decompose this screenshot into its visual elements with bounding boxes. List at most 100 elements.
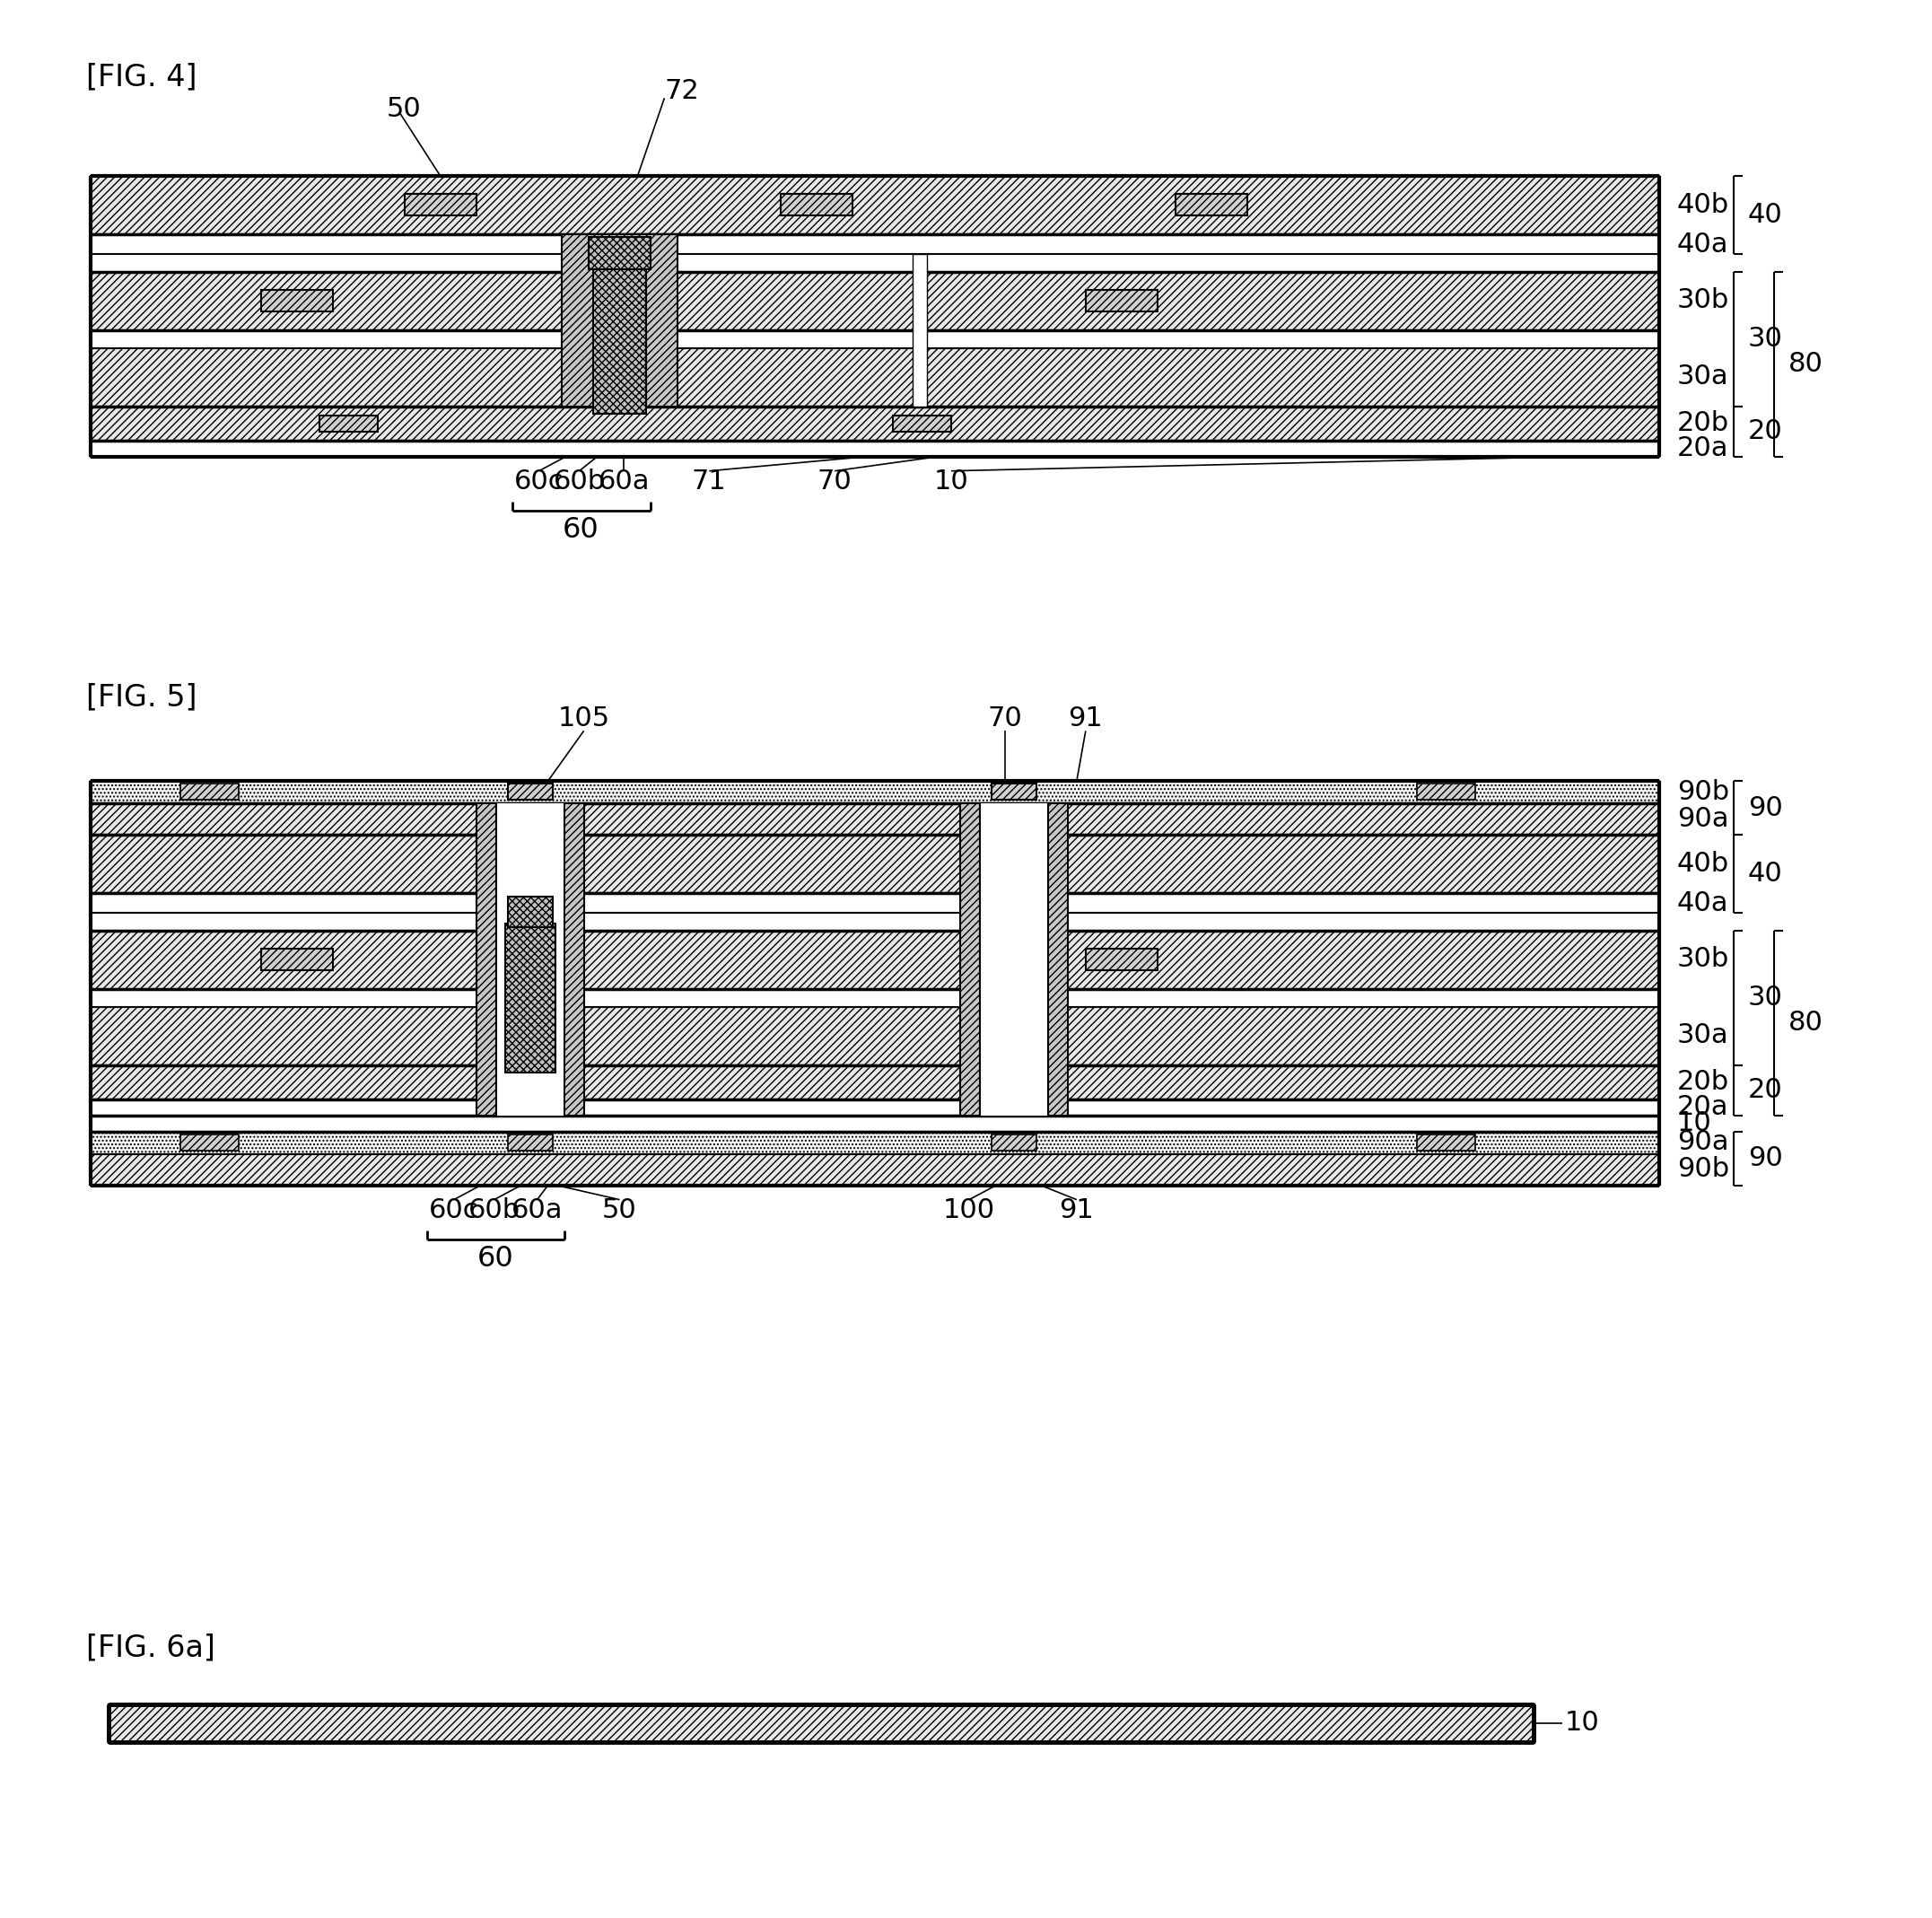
Bar <box>1047 804 1068 1116</box>
Text: 60b: 60b <box>468 1197 520 1224</box>
Text: [FIG. 4]: [FIG. 4] <box>87 61 197 92</box>
Bar <box>1086 949 1157 971</box>
Bar <box>91 1064 1660 1099</box>
Bar <box>562 234 678 407</box>
Bar <box>91 234 1660 253</box>
Text: 30a: 30a <box>1677 364 1729 389</box>
Bar <box>91 349 1660 407</box>
Text: 30: 30 <box>1748 986 1783 1011</box>
Bar <box>504 924 554 1072</box>
Bar <box>91 407 1660 441</box>
Bar <box>91 1099 1660 1116</box>
Bar <box>180 1134 240 1151</box>
Text: 91: 91 <box>1068 706 1103 731</box>
Text: 60: 60 <box>562 516 599 545</box>
Bar <box>91 1007 1660 1064</box>
Text: 40: 40 <box>1748 861 1783 886</box>
Bar <box>1418 784 1476 800</box>
Bar <box>91 176 1660 234</box>
Bar <box>893 416 951 432</box>
Bar <box>91 272 1660 330</box>
Bar <box>1418 1134 1476 1151</box>
Text: 10: 10 <box>933 468 968 495</box>
Text: 50: 50 <box>603 1197 638 1224</box>
Bar <box>1086 290 1157 311</box>
Text: 60a: 60a <box>599 468 649 495</box>
Text: 105: 105 <box>558 706 611 731</box>
Bar <box>261 290 332 311</box>
Text: 40: 40 <box>1748 201 1783 228</box>
Bar <box>91 441 1660 456</box>
Text: 20: 20 <box>1748 418 1783 445</box>
Bar <box>261 949 332 971</box>
Text: 50: 50 <box>386 96 421 123</box>
Bar <box>319 416 377 432</box>
Bar <box>475 804 497 1116</box>
Text: 60a: 60a <box>512 1197 562 1224</box>
Text: 10: 10 <box>1677 1111 1712 1137</box>
Text: 80: 80 <box>1789 351 1824 378</box>
Bar <box>91 1132 1660 1155</box>
Text: 60c: 60c <box>429 1197 479 1224</box>
Text: 100: 100 <box>943 1197 995 1224</box>
Bar <box>91 1116 1660 1132</box>
Bar <box>593 265 647 414</box>
Bar <box>980 804 1047 1116</box>
Text: 40b: 40b <box>1677 850 1729 877</box>
Text: 80: 80 <box>1789 1011 1824 1036</box>
Text: 20a: 20a <box>1677 1095 1729 1120</box>
Bar <box>508 898 553 926</box>
Bar <box>912 253 927 407</box>
Bar <box>108 1705 1534 1742</box>
Bar <box>91 990 1660 1007</box>
Text: 20: 20 <box>1748 1078 1783 1103</box>
Text: 40b: 40b <box>1677 192 1729 219</box>
Text: 30a: 30a <box>1677 1022 1729 1049</box>
Text: 40a: 40a <box>1677 890 1729 917</box>
Bar <box>1175 194 1246 215</box>
Bar <box>508 784 553 800</box>
Text: 40a: 40a <box>1677 232 1729 257</box>
Text: 90b: 90b <box>1677 1157 1729 1181</box>
Bar <box>91 834 1660 894</box>
Text: 20b: 20b <box>1677 410 1729 437</box>
Text: 30b: 30b <box>1677 288 1729 315</box>
Text: 60b: 60b <box>553 468 605 495</box>
Text: 60c: 60c <box>514 468 564 495</box>
Bar <box>991 1134 1036 1151</box>
Bar <box>91 804 1660 834</box>
Text: 30b: 30b <box>1677 946 1729 972</box>
Text: 70: 70 <box>817 468 852 495</box>
Text: 90a: 90a <box>1677 806 1729 832</box>
Bar <box>91 781 1660 804</box>
Text: 90a: 90a <box>1677 1130 1729 1155</box>
Text: 60: 60 <box>477 1245 514 1274</box>
Bar <box>508 1134 553 1151</box>
Bar <box>91 913 1660 930</box>
Text: 90: 90 <box>1748 1145 1783 1172</box>
Bar <box>991 784 1036 800</box>
Bar <box>960 804 980 1116</box>
Text: 20b: 20b <box>1677 1068 1729 1095</box>
Text: 70: 70 <box>987 706 1022 731</box>
Text: 71: 71 <box>692 468 726 495</box>
Text: [FIG. 5]: [FIG. 5] <box>87 683 197 712</box>
Bar <box>91 894 1660 913</box>
Bar <box>781 194 852 215</box>
Bar <box>91 253 1660 272</box>
Text: 72: 72 <box>665 79 699 104</box>
Bar <box>587 238 651 269</box>
Text: 90b: 90b <box>1677 779 1729 806</box>
Text: 20a: 20a <box>1677 435 1729 462</box>
Bar <box>564 804 583 1116</box>
Text: 91: 91 <box>1059 1197 1094 1224</box>
Bar <box>404 194 475 215</box>
Text: 30: 30 <box>1748 326 1783 353</box>
Bar <box>180 784 240 800</box>
Bar <box>497 804 564 1116</box>
Bar <box>91 1155 1660 1185</box>
Bar <box>91 330 1660 349</box>
Text: 90: 90 <box>1748 794 1783 821</box>
Bar <box>91 930 1660 990</box>
Text: 10: 10 <box>1565 1711 1600 1736</box>
